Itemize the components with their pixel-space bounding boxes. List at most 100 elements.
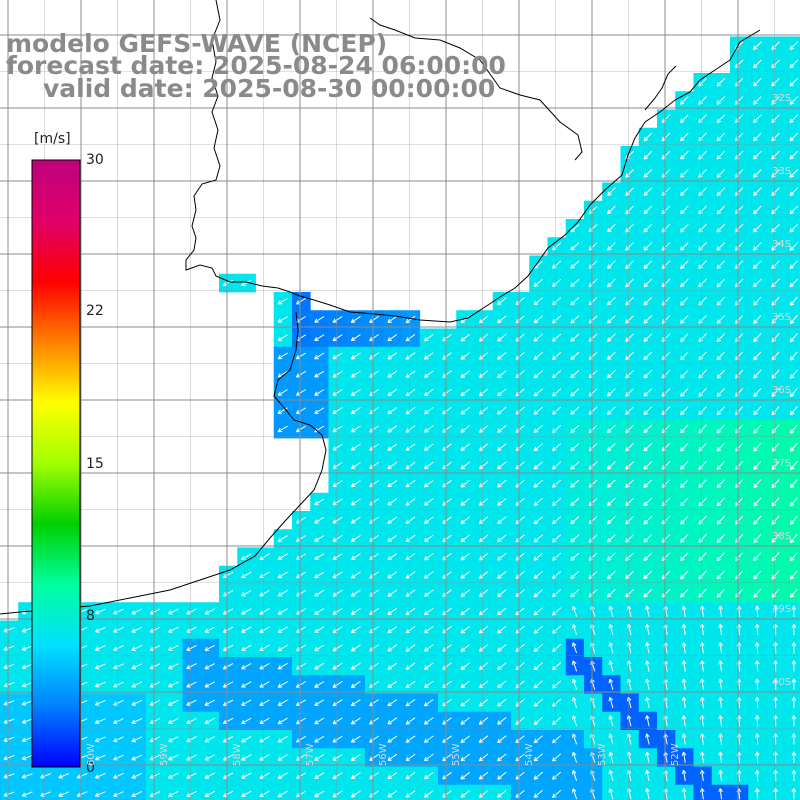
wind-cell: [200, 784, 220, 800]
wind-arrow: [643, 351, 653, 361]
wind-arrow: [423, 352, 434, 360]
wind-arrow: [625, 315, 634, 324]
wind-arrow: [625, 169, 634, 178]
wind-arrow: [350, 352, 361, 360]
wind-arrow: [753, 114, 762, 123]
wind-arrow: [789, 242, 799, 251]
wind-arrow: [698, 351, 707, 361]
lat-label: 32S: [772, 93, 792, 104]
wind-arrow: [680, 205, 689, 215]
wind-cell: [310, 784, 329, 800]
wind-arrow: [533, 370, 543, 379]
wind-arrow: [643, 169, 653, 178]
wind-arrow: [789, 296, 798, 306]
wind-arrow: [570, 260, 580, 269]
wind-arrow: [734, 351, 744, 361]
wind-speed-field: [0, 36, 800, 800]
wind-cell: [438, 784, 457, 800]
wind-arrow: [314, 316, 325, 323]
wind-cell: [784, 784, 800, 800]
wind-arrow: [625, 205, 634, 215]
wind-arrow: [606, 315, 616, 324]
wind-arrow: [680, 369, 689, 379]
wind-arrow: [643, 260, 653, 269]
wind-arrow: [350, 407, 361, 415]
wind-arrow: [789, 205, 799, 215]
wind-arrow: [625, 260, 634, 269]
wind-arrow: [607, 187, 616, 196]
wind-arrow: [716, 242, 726, 251]
wind-cell: [784, 529, 800, 548]
wind-cell: [127, 784, 147, 800]
wind-arrow: [789, 333, 798, 343]
lat-label: 36S: [772, 385, 792, 396]
wind-arrow: [643, 296, 653, 306]
wind-arrow: [753, 242, 762, 251]
wind-arrow: [643, 388, 653, 397]
wind-arrow: [789, 314, 798, 325]
wind-arrow: [497, 406, 507, 415]
wind-cell: [237, 784, 256, 800]
wind-arrow: [680, 96, 689, 105]
wind-arrow: [497, 315, 507, 324]
wind-arrow: [753, 369, 762, 379]
wind-arrow: [625, 369, 634, 379]
wind-arrow: [716, 296, 725, 306]
wind-arrow: [460, 370, 471, 378]
wind-arrow: [734, 314, 744, 324]
wind-arrow: [387, 388, 398, 396]
wind-arrow: [643, 242, 653, 251]
wind-cell: [255, 784, 275, 800]
wind-arrow: [643, 187, 653, 196]
wind-arrow: [680, 114, 689, 123]
wind-arrow: [570, 406, 580, 415]
wind-arrow: [753, 150, 762, 160]
wind-arrow: [753, 333, 762, 343]
wind-cell: [784, 328, 800, 348]
lon-label: 59W: [159, 743, 170, 766]
wind-arrow: [460, 333, 471, 342]
lon-label: 60W: [86, 743, 97, 766]
wind-arrow: [753, 314, 762, 324]
wind-cell: [784, 711, 800, 731]
wind-cell: [109, 784, 129, 800]
wind-arrow: [716, 223, 726, 233]
wind-cell: [565, 784, 585, 800]
wind-arrow: [716, 278, 726, 288]
wind-arrow: [698, 114, 707, 123]
wind-cell: [784, 73, 800, 92]
wind-arrow: [460, 352, 471, 360]
wind-arrow: [789, 369, 798, 379]
wind-arrow: [350, 370, 361, 378]
wind-cell: [182, 784, 202, 800]
wind-arrow: [460, 388, 471, 397]
wind-arrow: [680, 278, 689, 288]
wind-arrow: [771, 132, 780, 142]
wind-cell: [784, 164, 800, 183]
wind-arrow: [643, 223, 653, 233]
wind-arrow: [789, 96, 799, 105]
wind-arrow: [771, 387, 780, 397]
wind-arrow: [734, 387, 744, 397]
lat-label: 37S: [772, 458, 792, 469]
wind-arrow: [533, 388, 543, 397]
wind-arrow: [734, 369, 744, 379]
wind-cell: [784, 36, 800, 56]
wind-arrow: [771, 77, 780, 87]
lat-label: 34S: [772, 239, 792, 250]
wind-cell: [784, 182, 800, 202]
wind-cell: [784, 237, 800, 256]
wind-arrow: [698, 150, 707, 160]
wind-arrow: [771, 242, 780, 251]
wind-cell: [784, 109, 800, 129]
wind-cell: [784, 474, 800, 494]
wind-cell: [18, 784, 37, 800]
wind-arrow: [771, 223, 780, 233]
wind-cell: [784, 91, 800, 110]
wind-cell: [36, 784, 56, 800]
wind-arrow: [625, 351, 634, 361]
wind-cell: [784, 255, 800, 275]
wind-arrow: [277, 297, 288, 305]
